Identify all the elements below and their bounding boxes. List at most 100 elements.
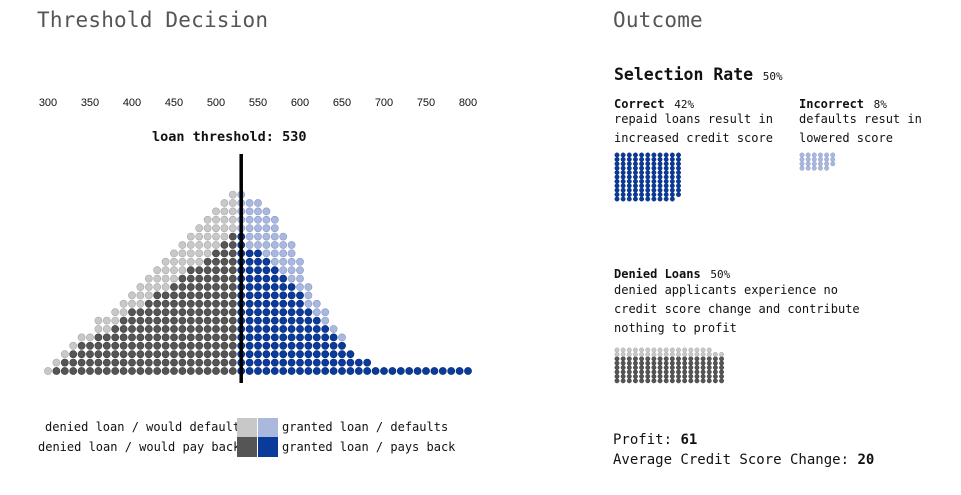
denied-dot-default bbox=[688, 347, 694, 353]
correct-dot bbox=[651, 174, 657, 180]
denied-dot-payback bbox=[676, 369, 681, 375]
applicant-dot-granted-payback bbox=[245, 283, 254, 291]
applicant-dot-denied-payback bbox=[170, 358, 178, 367]
applicant-dot-denied-payback bbox=[195, 308, 204, 317]
applicant-dot-granted-default bbox=[254, 241, 262, 249]
denied-desc-line: denied applicants experience no bbox=[614, 283, 838, 297]
denied-dot-payback bbox=[639, 373, 645, 379]
applicant-dot-denied-payback bbox=[220, 358, 229, 367]
applicant-dot-denied-payback bbox=[77, 358, 86, 367]
denied-dot-payback bbox=[657, 356, 663, 362]
applicant-dot-denied-payback bbox=[228, 232, 237, 241]
applicant-dot-denied-default bbox=[161, 266, 170, 275]
applicant-dot-granted-default bbox=[262, 224, 271, 233]
applicant-dot-denied-payback bbox=[220, 283, 229, 291]
denied-dot-payback bbox=[645, 360, 651, 366]
score-tick-label: 600 bbox=[291, 97, 309, 109]
correct-dot bbox=[626, 196, 632, 202]
correct-dot bbox=[676, 170, 681, 176]
denied-dot-payback bbox=[633, 360, 638, 366]
applicant-dot-denied-default bbox=[220, 232, 229, 241]
applicant-dot-denied-payback bbox=[203, 316, 212, 325]
applicant-dot-granted-payback bbox=[245, 333, 254, 342]
applicant-dot-denied-payback bbox=[94, 350, 103, 359]
applicant-dot-granted-payback bbox=[304, 316, 313, 325]
applicant-dot-denied-payback bbox=[228, 350, 237, 359]
applicant-dot-granted-payback bbox=[270, 308, 279, 317]
denied-dot-payback bbox=[688, 365, 694, 371]
correct-heading: Correct 42% bbox=[614, 93, 694, 112]
applicant-dot-denied-payback bbox=[195, 316, 204, 325]
applicant-dot-denied-payback bbox=[212, 291, 220, 300]
denied-dot-payback bbox=[676, 373, 681, 379]
applicant-dot-granted-payback bbox=[279, 291, 288, 300]
denied-description: denied applicants experience no credit s… bbox=[614, 281, 860, 338]
legend-granted-payback-label: granted loan / pays back bbox=[282, 440, 456, 454]
applicant-dot-granted-payback bbox=[262, 283, 271, 291]
applicant-dot-denied-payback bbox=[136, 308, 145, 317]
applicant-dot-granted-default bbox=[296, 283, 304, 291]
applicant-dot-granted-default bbox=[329, 325, 338, 333]
correct-dot bbox=[657, 174, 663, 180]
correct-dot bbox=[633, 161, 638, 167]
denied-dot-payback bbox=[669, 373, 675, 379]
applicant-dot-granted-payback bbox=[296, 316, 304, 325]
applicant-dot-denied-default bbox=[212, 224, 220, 233]
denied-dot-payback bbox=[676, 356, 681, 362]
incorrect-dot bbox=[805, 161, 811, 167]
applicant-dot-granted-default bbox=[254, 215, 262, 224]
denied-dot-payback bbox=[700, 365, 706, 371]
incorrect-dot bbox=[805, 156, 811, 162]
correct-dot bbox=[645, 170, 651, 176]
correct-dot bbox=[633, 178, 638, 184]
applicant-dot-denied-payback bbox=[178, 333, 187, 342]
applicant-dot-granted-payback bbox=[254, 308, 262, 317]
denied-dot-default bbox=[688, 351, 694, 357]
correct-dot bbox=[633, 165, 638, 171]
applicant-dot-denied-default bbox=[178, 249, 187, 258]
applicant-dot-denied-payback bbox=[161, 367, 170, 375]
denied-dot-payback bbox=[694, 378, 700, 384]
applicant-dot-granted-payback bbox=[254, 291, 262, 300]
applicant-dot-denied-payback bbox=[161, 325, 170, 333]
legend-granted-default-label: granted loan / defaults bbox=[282, 420, 449, 434]
applicant-dot-granted-payback bbox=[346, 367, 355, 375]
applicant-dot-granted-payback bbox=[287, 291, 296, 300]
denied-dot-payback bbox=[669, 360, 675, 366]
applicant-dot-denied-payback bbox=[102, 333, 111, 342]
applicant-dot-granted-payback bbox=[262, 257, 271, 266]
denied-dot-payback bbox=[620, 356, 626, 362]
applicant-dot-denied-payback bbox=[186, 291, 195, 300]
applicant-dot-granted-payback bbox=[279, 333, 288, 342]
denied-dot-default bbox=[633, 347, 638, 353]
incorrect-dot bbox=[818, 156, 823, 162]
applicant-dot-denied-payback bbox=[212, 308, 220, 317]
denied-dot-payback bbox=[688, 373, 694, 379]
applicant-dot-granted-payback bbox=[270, 341, 279, 350]
applicant-dot-denied-payback bbox=[212, 358, 220, 367]
applicant-dot-denied-default bbox=[161, 283, 170, 291]
applicant-dot-denied-payback bbox=[86, 350, 94, 359]
applicant-dot-granted-payback bbox=[312, 358, 321, 367]
applicant-dot-denied-default bbox=[52, 358, 61, 367]
applicant-dot-denied-payback bbox=[170, 291, 178, 300]
applicant-dot-granted-payback bbox=[262, 358, 271, 367]
correct-dot bbox=[676, 174, 681, 180]
score-distribution-chart[interactable]: 300 350 400 450 500 550 600 650 700 750 800 bbox=[0, 90, 540, 390]
applicant-dot-granted-payback bbox=[254, 358, 262, 367]
applicant-dot-denied-payback bbox=[178, 350, 187, 359]
applicant-dot-granted-payback bbox=[270, 350, 279, 359]
applicant-dot-denied-payback bbox=[195, 350, 204, 359]
applicant-dot-granted-payback bbox=[380, 367, 388, 375]
applicant-dot-granted-default bbox=[262, 207, 271, 216]
threshold-line[interactable] bbox=[239, 154, 243, 383]
applicant-dot-denied-payback bbox=[94, 333, 103, 342]
applicant-dot-denied-default bbox=[203, 249, 212, 258]
score-tick-label: 750 bbox=[417, 97, 435, 109]
applicant-dot-denied-default bbox=[203, 224, 212, 233]
applicant-dot-denied-payback bbox=[228, 299, 237, 308]
applicant-dot-denied-default bbox=[69, 341, 78, 350]
applicant-dot-denied-payback bbox=[136, 350, 145, 359]
applicant-dot-denied-default bbox=[119, 299, 128, 308]
denied-dot-payback bbox=[626, 378, 632, 384]
